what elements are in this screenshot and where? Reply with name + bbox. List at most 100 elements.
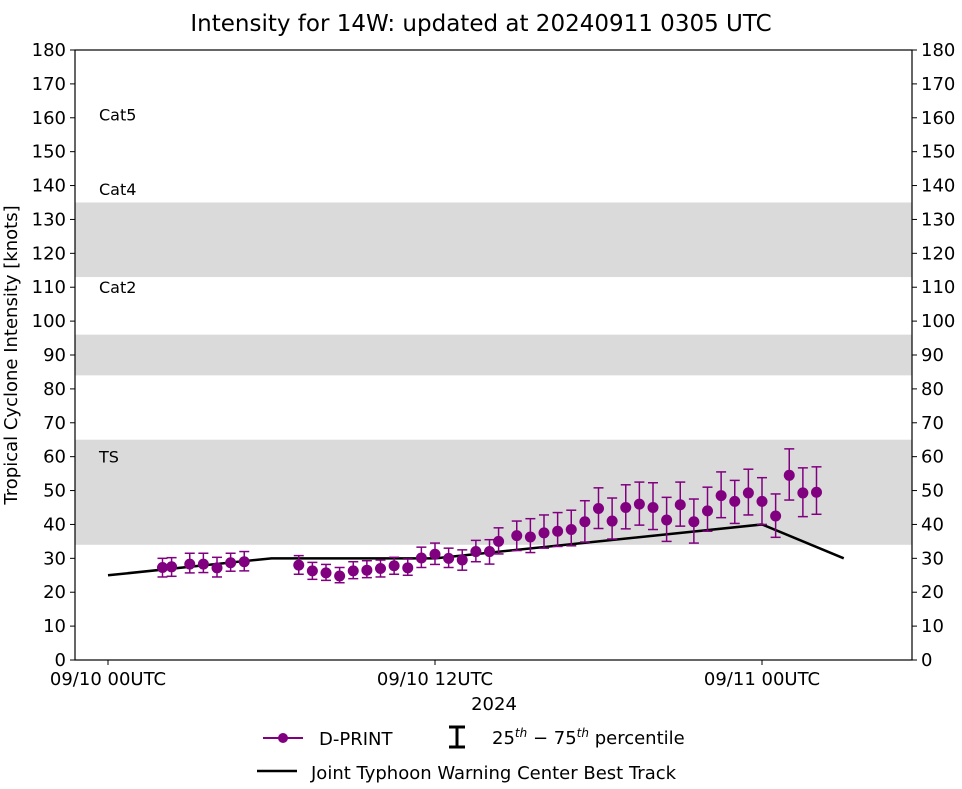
dprint-marker [524,531,536,543]
dprint-marker [702,505,713,517]
x-tick-label: 09/10 00UTC [50,669,166,690]
dprint-marker [415,552,427,564]
dprint-point [552,511,564,548]
x-tick-label: 09/10 12UTC [377,669,493,690]
dprint-marker [661,514,673,526]
y-tick-label-left: 10 [43,616,66,637]
dprint-point [443,547,455,569]
dprint-marker [429,548,441,560]
dprint-point [347,560,359,580]
dprint-point [211,556,223,578]
dprint-point [783,448,795,501]
y-tick-label-right: 130 [921,209,955,230]
dprint-marker [756,495,768,507]
dprint-marker [211,562,223,574]
dprint-point [729,479,741,525]
y-tick-label-right: 100 [921,311,955,332]
dprint-marker [306,565,318,577]
y-tick-label-right: 110 [921,277,955,298]
dprint-marker [361,564,373,576]
dprint-marker [742,487,754,499]
y-tick-label-left: 90 [43,345,66,366]
dprint-point [320,563,332,582]
dprint-point [456,549,468,571]
dprint-point [375,559,386,578]
dprint-marker [633,498,645,510]
y-tick-label-left: 150 [32,142,66,163]
dprint-marker [293,559,305,571]
dprint-marker [456,554,468,566]
dprint-point [770,493,782,539]
y-tick-label-left: 40 [43,514,66,535]
intensity-bands: TSCat1Cat2Cat3Cat4Cat5 [75,105,912,545]
dprint-point [238,550,250,572]
dprint-marker [493,535,505,547]
y-tick-label-right: 140 [921,176,955,197]
dprint-point [538,514,550,549]
dprint-marker [166,561,178,573]
y-tick-label-right: 20 [921,582,944,603]
dprint-point [306,561,318,581]
x-axis: 09/10 00UTC 09/10 12UTC 09/11 00UTC [50,660,820,690]
y-tick-label-left: 30 [43,548,66,569]
y-tick-label-left: 70 [43,413,66,434]
dprint-marker [388,560,400,572]
dprint-marker [225,557,237,569]
dprint-marker [688,516,700,528]
legend-dprint-label: D-PRINT [319,729,393,750]
band-label-ts: TS [98,448,119,467]
dprint-point [493,527,505,555]
y-tick-label-right: 80 [921,379,944,400]
legend-errorbar-icon [449,725,465,749]
dprint-point [620,484,632,530]
dprint-marker [402,562,414,574]
dprint-point [524,517,536,554]
dprint-marker [184,558,196,570]
dprint-point [293,554,305,576]
y-tick-label-right: 70 [921,413,944,434]
dprint-point [197,552,209,574]
y-tick-label-left: 130 [32,209,66,230]
dprint-point [674,481,686,527]
dprint-point [647,482,659,531]
y-tick-label-right: 50 [921,481,944,502]
dprint-point [157,557,168,578]
dprint-point [415,546,427,569]
dprint-marker [593,503,604,515]
dprint-point [742,468,754,516]
dprint-marker [470,546,482,558]
y-tick-label-left: 170 [32,74,66,95]
band-label-cat2: Cat2 [99,278,136,297]
legend-besttrack-label: Joint Typhoon Warning Center Best Track [310,763,677,784]
legend-percentile-label: 25th − 75th percentile [492,726,685,749]
dprint-marker [197,558,209,570]
dprint-marker [375,563,386,574]
dprint-marker [565,524,577,536]
dprint-marker [811,486,822,498]
x-axis-label: 2024 [471,694,517,715]
dprint-marker [320,567,332,579]
legend-dprint-marker [278,733,288,743]
y-tick-label-left: 110 [32,277,66,298]
y-tick-label-left: 60 [43,447,66,468]
y-tick-label-right: 120 [921,243,955,264]
dprint-point [225,552,237,572]
dprint-marker [511,530,523,542]
x-tick-label: 09/11 00UTC [704,669,820,690]
series-layer [107,448,845,584]
y-tick-label-right: 170 [921,74,955,95]
dprint-point [593,487,604,530]
band-cat4 [75,202,912,278]
y-tick-label-left: 100 [32,311,66,332]
dprint-marker [783,469,795,481]
dprint-point [361,559,373,579]
dprint-point [756,476,768,526]
dprint-point [484,538,495,565]
dprint-marker [729,495,741,507]
dprint-marker [715,490,727,502]
y-tick-label-left: 180 [32,40,66,61]
y-tick-label-right: 90 [921,345,944,366]
dprint-marker [552,525,564,537]
dprint-point [334,566,346,584]
y-tick-label-left: 120 [32,243,66,264]
